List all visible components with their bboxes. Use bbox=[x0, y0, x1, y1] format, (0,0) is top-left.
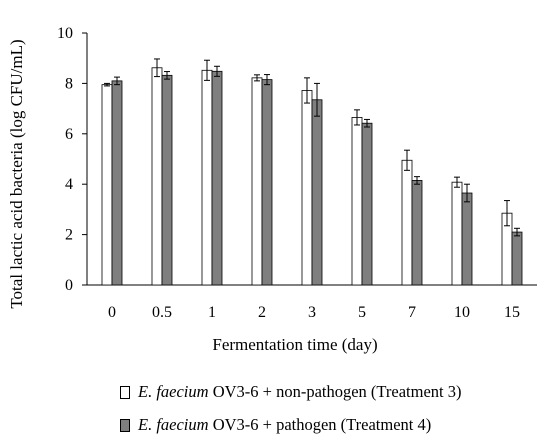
y-axis-title: Total lactic acid bacteria (log CFU/mL) bbox=[7, 39, 26, 308]
x-axis-title: Fermentation time (day) bbox=[212, 335, 377, 354]
bar-treatment-4 bbox=[111, 80, 123, 286]
x-tick-label: 3 bbox=[308, 304, 316, 321]
bar-treatment-3 bbox=[451, 181, 463, 286]
bar-treatment-3 bbox=[101, 84, 113, 286]
bar-treatment-3 bbox=[301, 90, 313, 286]
legend-item-treatment-3: E. faecium OV3-6 + non-pathogen (Treatme… bbox=[120, 382, 462, 402]
legend-label-italic: E. faecium bbox=[138, 382, 209, 401]
x-tick-label: 7 bbox=[408, 304, 416, 321]
y-tick-label: 6 bbox=[65, 126, 73, 143]
bar-treatment-4 bbox=[511, 231, 523, 286]
legend-swatch-treatment-3 bbox=[120, 385, 130, 399]
bar-treatment-4 bbox=[461, 192, 473, 286]
bar-chart: 0 2 4 6 8 10 0 0.5 1 2 3 5 7 10 15 Fermentation time (d… bbox=[7, 25, 537, 354]
x-tick-label: 2 bbox=[258, 304, 266, 321]
x-tick-label: 10 bbox=[454, 304, 470, 321]
y-tick-label: 2 bbox=[65, 227, 73, 244]
y-tick-label: 0 bbox=[65, 277, 73, 294]
bar-treatment-4 bbox=[211, 70, 223, 286]
legend-label-text: OV3-6 + pathogen (Treatment 4) bbox=[208, 415, 432, 434]
bar-treatment-4 bbox=[311, 99, 323, 286]
y-tick-label: 4 bbox=[65, 176, 73, 193]
bar-treatment-4 bbox=[411, 180, 423, 286]
legend-label-italic: E. faecium bbox=[138, 415, 209, 434]
legend-label-text: OV3-6 + non-pathogen (Treatment 3) bbox=[208, 382, 462, 401]
bar-treatment-4 bbox=[361, 122, 373, 286]
x-tick-label: 0.5 bbox=[152, 304, 172, 321]
x-tick-label: 15 bbox=[504, 304, 520, 321]
x-tick-label: 1 bbox=[208, 304, 216, 321]
bar-treatment-4 bbox=[161, 74, 173, 286]
legend-swatch-treatment-4 bbox=[120, 418, 130, 432]
x-tick-label: 0 bbox=[108, 304, 116, 321]
legend-item-treatment-4: E. faecium OV3-6 + pathogen (Treatment 4… bbox=[120, 415, 431, 435]
bar-treatment-3 bbox=[151, 67, 163, 286]
bar-treatment-4 bbox=[261, 79, 273, 286]
bar-treatment-3 bbox=[251, 77, 263, 286]
bar-treatment-3 bbox=[401, 159, 413, 286]
bar-treatment-3 bbox=[351, 117, 363, 286]
y-tick-label: 10 bbox=[57, 25, 73, 42]
bar-treatment-3 bbox=[201, 69, 213, 286]
x-tick-label: 5 bbox=[358, 304, 366, 321]
y-tick-label: 8 bbox=[65, 75, 73, 92]
